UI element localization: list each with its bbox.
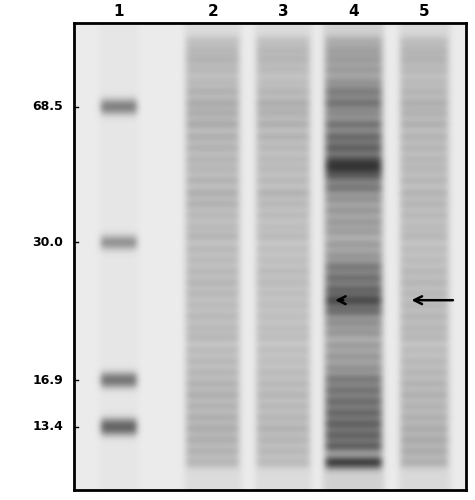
Text: 13.4: 13.4: [32, 420, 63, 434]
Text: 3: 3: [278, 4, 289, 18]
Text: 68.5: 68.5: [32, 100, 63, 113]
Text: 4: 4: [349, 4, 359, 18]
Text: 5: 5: [419, 4, 430, 18]
Text: 2: 2: [208, 4, 218, 18]
Text: 16.9: 16.9: [32, 374, 63, 386]
Text: 30.0: 30.0: [32, 236, 63, 248]
Text: 1: 1: [114, 4, 124, 18]
